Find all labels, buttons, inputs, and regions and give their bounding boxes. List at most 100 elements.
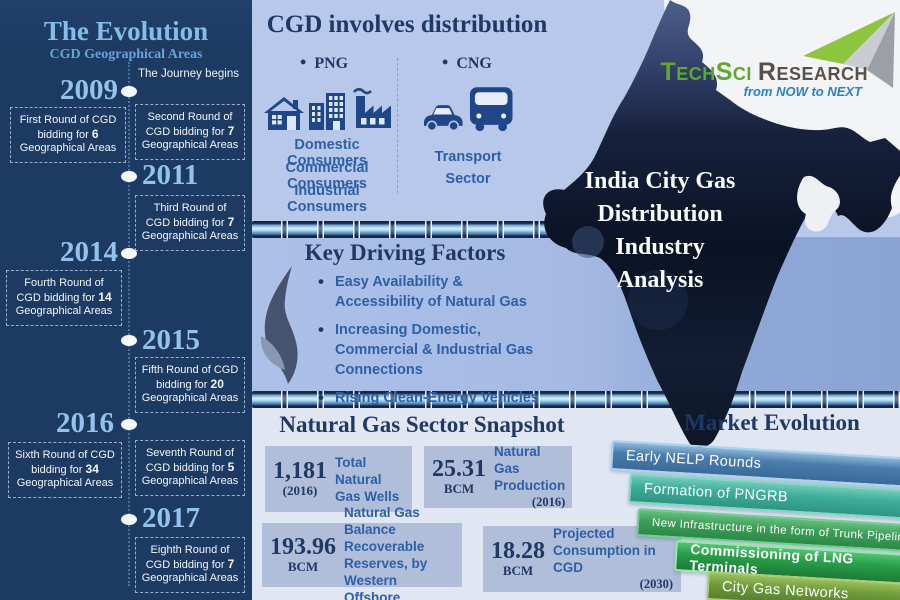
- timeline-node: [121, 335, 137, 346]
- stat-label-note: (2030): [639, 577, 673, 591]
- stat-label-text: Projected Consumption in CGD: [553, 526, 656, 575]
- timeline-axis: [128, 62, 130, 586]
- stat-card-recoverable-reserves: 193.96 BCM Natural Gas Balance Recoverab…: [262, 505, 462, 600]
- timeline-year-2015: 2015: [142, 324, 200, 356]
- map-title-line: Distribution: [597, 201, 723, 227]
- map-title-line: India City Gas: [584, 168, 736, 194]
- stat-number: 25.31 BCM: [432, 457, 486, 497]
- event-text: Geographical Areas: [16, 477, 114, 489]
- stat-label: Natural Gas Balance Recoverable Reserves…: [344, 504, 454, 600]
- event-text: Geographical Areas: [15, 305, 113, 317]
- pipeline-graphic: [252, 221, 554, 238]
- stat-label: Projected Consumption in CGD (2030): [553, 525, 673, 593]
- cng-vehicle-icons: [422, 86, 514, 132]
- driving-factors-list: Easy Availability & Accessibility of Nat…: [318, 272, 550, 416]
- stat-unit: BCM: [502, 563, 534, 578]
- stat-number: 193.96 BCM: [270, 535, 336, 575]
- timeline-event-card: Sixth Round of CGD bidding for 34 Geogra…: [8, 442, 122, 498]
- event-text: Geographical Areas: [141, 230, 239, 242]
- stat-label-text: Natural Gas Balance Recoverable Reserves…: [344, 505, 428, 600]
- market-evolution-title: Market Evolution: [684, 410, 860, 435]
- house-icon: [264, 97, 304, 130]
- timeline-event-card: Second Round of CGD bidding for 7 Geogra…: [135, 104, 245, 160]
- stat-unit: (2016): [282, 483, 318, 498]
- stat-value: 25.31: [432, 456, 486, 482]
- stat-label: Natural Gas Production (2016): [494, 443, 565, 511]
- event-count: 6: [91, 126, 99, 141]
- event-text: Third Round of CGD bidding for: [145, 202, 227, 229]
- stat-card-gas-production: 25.31 BCM Natural Gas Production (2016): [424, 443, 572, 511]
- timeline-node: [121, 514, 137, 525]
- driving-factor-item: Increasing Domestic, Commercial & Indust…: [318, 320, 550, 380]
- png-text: PNG: [314, 55, 349, 72]
- timeline-event-card: First Round of CGD bidding for 6 Geograp…: [10, 107, 126, 163]
- map-title-line: Analysis: [616, 267, 704, 293]
- commercial-buildings-icon: [309, 93, 345, 130]
- png-label: • PNG: [300, 52, 348, 73]
- stat-value: 1,181: [273, 458, 327, 484]
- event-text: Fourth Round of CGD bidding for: [16, 277, 104, 304]
- png-consumer-label: Industrial Consumers: [287, 183, 367, 215]
- event-text: First Round of CGD bidding for: [19, 114, 117, 141]
- stat-value: 193.96: [270, 534, 336, 560]
- timeline-start-label: The Journey begins: [138, 68, 240, 80]
- event-text: Geographical Areas: [141, 392, 239, 404]
- timeline-node: [121, 171, 137, 182]
- event-text: Geographical Areas: [141, 572, 239, 584]
- event-text: Sixth Round of CGD bidding for: [15, 449, 115, 476]
- bullet-icon: •: [442, 52, 449, 72]
- bullet-icon: •: [300, 52, 307, 72]
- event-text: Eighth Round of CGD bidding for: [145, 544, 230, 571]
- driving-factor-item: Easy Availability & Accessibility of Nat…: [318, 272, 550, 312]
- timeline-node: [121, 248, 137, 259]
- stat-value: 18.28: [491, 538, 545, 564]
- snapshot-title: Natural Gas Sector Snapshot: [279, 412, 565, 437]
- cng-sector-label: Transport Sector: [434, 149, 502, 187]
- timeline-sidebar: [0, 0, 252, 600]
- timeline-node: [121, 86, 137, 97]
- bus-icon: [469, 87, 513, 132]
- timeline-event-card: Eighth Round of CGD bidding for 7 Geogra…: [135, 537, 245, 593]
- stat-label-note: (2016): [531, 495, 566, 509]
- stat-unit: BCM: [443, 481, 475, 496]
- timeline-year-2009: 2009: [60, 74, 118, 106]
- stat-label-text: Total Natural Gas Wells: [335, 454, 400, 504]
- event-count: 14: [98, 289, 112, 304]
- cng-label: • CNG: [442, 52, 492, 73]
- timeline-year-2017: 2017: [142, 502, 200, 534]
- logo-brand-primary: TechSci: [660, 58, 752, 86]
- map-overlay-title: India City Gas Distribution Industry Ana…: [560, 165, 760, 297]
- png-consumer-label: Commercial Consumers: [285, 160, 369, 192]
- event-count: 34: [85, 461, 99, 476]
- event-text: Geographical Areas: [141, 475, 239, 487]
- event-count: 5: [227, 459, 235, 474]
- cng-text: CNG: [456, 55, 492, 72]
- map-title-line: Industry: [615, 234, 705, 260]
- event-text: Seventh Round of CGD bidding for: [145, 447, 235, 474]
- event-count: 7: [227, 556, 235, 571]
- timeline-year-2016: 2016: [56, 407, 114, 439]
- event-text: Fifth Round of CGD bidding for: [141, 364, 239, 391]
- timeline-event-card: Seventh Round of CGD bidding for 5 Geogr…: [135, 440, 245, 496]
- event-text: Geographical Areas: [141, 139, 239, 151]
- timeline-node: [121, 419, 137, 430]
- logo-wordmark: TechSci Research: [640, 58, 868, 87]
- paper-plane-icon: [803, 12, 895, 88]
- taxi-icon: [423, 105, 463, 132]
- timeline-event-card: Third Round of CGD bidding for 7 Geograp…: [135, 195, 245, 251]
- india-map-silhouette: [543, 0, 900, 448]
- event-count: 20: [210, 376, 224, 391]
- event-count: 7: [227, 123, 235, 138]
- stat-card-gas-wells: 1,181 (2016) Total Natural Gas Wells: [265, 446, 412, 512]
- stat-number: 1,181 (2016): [273, 459, 327, 499]
- timeline-event-card: Fourth Round of CGD bidding for 14 Geogr…: [6, 270, 122, 326]
- stat-unit: BCM: [287, 559, 319, 574]
- png-consumer-label: Domestic Consumers: [287, 137, 367, 169]
- driving-factors-title: Key Driving Factors: [304, 240, 506, 265]
- timeline-title: The Evolution: [43, 16, 209, 46]
- timeline-year-2014: 2014: [60, 236, 118, 268]
- stat-number: 18.28 BCM: [491, 539, 545, 579]
- event-count: 7: [227, 214, 235, 229]
- event-text: Geographical Areas: [19, 142, 117, 154]
